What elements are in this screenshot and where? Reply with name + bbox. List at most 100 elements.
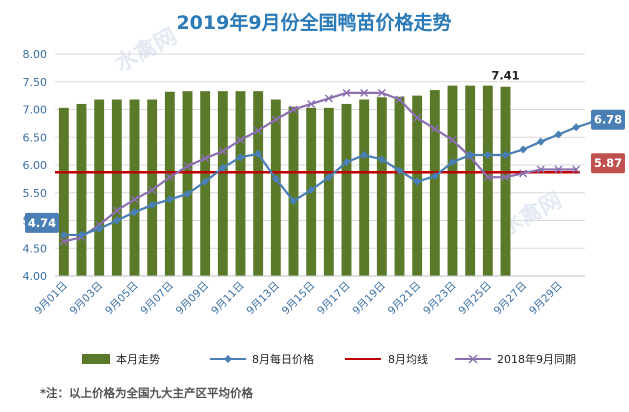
x-tick-label: 9月05日 [103,280,141,318]
point-aug-daily [183,189,192,198]
point-2018 [360,88,369,97]
point-aug-daily [218,163,227,172]
point-2018 [324,94,333,103]
x-tick-label: 9月09日 [174,280,212,318]
point-aug-daily [413,177,422,186]
bar [288,106,299,276]
point-2018 [395,95,404,104]
bar [94,99,105,276]
point-aug-daily [236,153,245,162]
watermark-group: 水禽网 水禽网 [111,23,566,241]
x-tick-label: 9月07日 [138,280,176,318]
point-2018 [271,115,280,124]
point-2018 [307,99,316,108]
bar [341,103,352,276]
point-2018 [254,126,263,135]
point-aug-daily [360,151,369,160]
point-2018 [236,136,245,145]
bar [235,91,246,276]
watermark-top: 水禽网 [111,23,181,77]
bar [359,99,370,276]
bar [217,91,228,276]
bar [412,95,423,276]
point-2018 [183,162,192,171]
point-2018 [536,165,545,174]
point-aug-daily [59,230,68,239]
point-aug-daily [466,151,475,160]
bar [111,99,122,276]
bar [394,96,405,276]
point-aug-daily [342,158,351,167]
point-2018 [59,237,68,246]
point-aug-daily [95,224,104,233]
bar [270,99,281,276]
point-aug-daily [77,230,86,239]
legend-label-bars: 本月走势 [116,352,160,366]
avg-label-text: 5.87 [594,156,622,170]
y-tick-label: 8.00 [23,48,48,61]
bar [447,85,458,276]
x-axis-ticks: 9月01日9月03日9月05日9月07日9月09日9月11日9月13日9月15日… [32,275,585,318]
point-aug-daily [324,173,333,182]
y-tick-label: 7.00 [23,104,48,117]
chart-title: 2019年9月份全国鸭苗价格走势 [176,11,451,34]
x-tick-label: 9月19日 [350,280,388,318]
legend-marker-2018 [468,354,478,364]
end-label-bg [591,109,625,130]
legend-label-aug-daily: 8月每日价格 [252,352,314,366]
point-aug-daily [430,172,439,181]
bar [182,91,193,276]
bar [58,107,69,277]
point-aug-daily [201,177,210,186]
footnote: *注：以上价格为全国九大主产区平均价格 [40,386,254,400]
x-tick-label: 9月21日 [386,280,424,318]
bar [147,99,158,276]
x-tick-label: 9月11日 [209,280,247,318]
point-2018 [165,173,174,182]
bar [129,99,140,276]
point-2018 [448,136,457,145]
point-2018 [218,147,227,156]
x-tick-label: 9月03日 [68,280,106,318]
point-2018 [519,169,528,178]
point-aug-daily [554,130,563,139]
bar [164,91,175,277]
bar [376,97,387,276]
point-2018 [572,165,581,174]
bar [429,90,440,276]
point-2018 [112,206,121,215]
point-2018 [289,105,298,114]
point-aug-daily [572,123,581,132]
point-aug-daily [377,155,386,164]
x-tick-label: 9月17日 [315,280,353,318]
bar [253,91,264,276]
point-aug-daily [307,185,316,194]
point-aug-daily [395,166,404,175]
y-tick-label: 4.50 [23,242,48,255]
y-tick-label: 4.00 [23,270,48,283]
point-aug-daily [254,149,263,158]
point-2018 [554,165,563,174]
start-label-bg [25,212,59,233]
x-tick-label: 9月01日 [32,280,70,318]
x-tick-label: 9月13日 [244,280,282,318]
line-2018-sept [63,91,577,243]
legend-swatch-bars [82,354,110,364]
legend-label-2018: 2018年9月同期 [497,352,576,366]
start-label-text: 4.74 [28,216,56,230]
point-2018 [483,173,492,182]
point-aug-daily [130,208,139,217]
point-aug-daily [501,151,510,160]
y-tick-label: 7.50 [23,76,48,89]
x-tick-label: 9月25日 [456,280,494,318]
avg-label-bg [591,153,625,174]
point-aug-daily [271,174,280,183]
point-2018 [413,113,422,122]
point-aug-daily [483,151,492,160]
bar [482,85,493,276]
end-label-text: 6.78 [594,113,622,127]
bar [465,85,476,276]
peak-label: 7.41 [491,69,519,83]
point-aug-daily [448,158,457,167]
legend-label-aug-avg: 8月均线 [388,352,428,366]
